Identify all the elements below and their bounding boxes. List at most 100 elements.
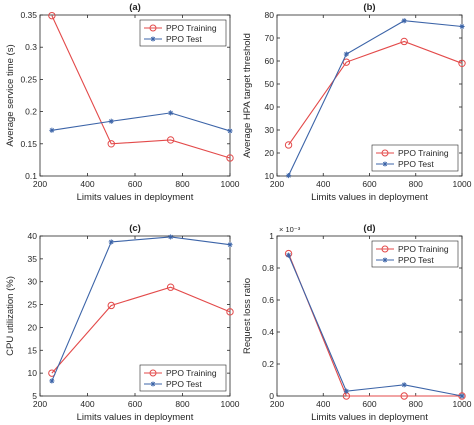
legend-box bbox=[371, 144, 459, 172]
y-tick-label: 0.8 bbox=[262, 263, 274, 273]
legend-entry-label: PPO Test bbox=[398, 159, 434, 169]
legend-entry-label: PPO Test bbox=[166, 379, 202, 389]
x-tick-label: 1000 bbox=[221, 179, 240, 189]
chart-title: (a) bbox=[129, 2, 141, 13]
y-tick-label: 0.25 bbox=[20, 74, 37, 84]
legend-marker-star bbox=[382, 161, 388, 167]
data-point-ppo-training bbox=[166, 283, 175, 291]
chart-title: (b) bbox=[363, 2, 375, 13]
data-point-ppo-test bbox=[49, 127, 55, 133]
legend-marker-star bbox=[150, 36, 156, 42]
legend-marker-star bbox=[150, 381, 156, 387]
data-point-ppo-training bbox=[284, 141, 293, 149]
data-point-ppo-test bbox=[459, 393, 465, 399]
chart-panel-1: 200 400 600 800 1000 0.1 0.15 0.2 0.25 0.3 0.35 (a)… bbox=[5, 2, 240, 203]
data-point-ppo-test bbox=[108, 239, 114, 245]
data-point-ppo-training bbox=[107, 140, 115, 148]
x-axis-label: Limits values in deployment bbox=[77, 192, 194, 203]
y-tick-label: 0.15 bbox=[20, 139, 37, 149]
series-line-ppo-test bbox=[288, 254, 463, 397]
x-tick-label: 800 bbox=[409, 179, 423, 189]
y-tick-label: 0 bbox=[269, 391, 274, 401]
y-tick-label: 50 bbox=[265, 79, 275, 89]
x-tick-label: 400 bbox=[316, 399, 330, 409]
data-point-ppo-test bbox=[401, 382, 407, 388]
legend-entry-label: PPO Training bbox=[166, 23, 217, 33]
legend-box bbox=[371, 240, 459, 268]
x-tick-label: 400 bbox=[316, 179, 330, 189]
legend-entry-label: PPO Test bbox=[398, 255, 434, 265]
legend-box bbox=[139, 19, 227, 47]
y-tick-label: 0.4 bbox=[262, 327, 274, 337]
series-line-ppo-training bbox=[51, 15, 231, 159]
series-line-ppo-training bbox=[288, 253, 462, 397]
y-tick-label: 10 bbox=[28, 368, 38, 378]
y-axis-label: CPU utilization (%) bbox=[5, 276, 16, 356]
x-tick-label: 200 bbox=[270, 399, 284, 409]
x-tick-label: 800 bbox=[409, 399, 423, 409]
y-tick-label: 25 bbox=[28, 300, 38, 310]
data-point-ppo-test bbox=[343, 51, 349, 57]
x-tick-label: 200 bbox=[33, 179, 47, 189]
data-point-ppo-test bbox=[49, 378, 55, 384]
data-point-ppo-training bbox=[226, 308, 234, 316]
y-tick-label: 20 bbox=[265, 148, 275, 158]
data-point-ppo-test bbox=[401, 18, 407, 24]
y-tick-label: 60 bbox=[265, 56, 275, 66]
data-point-ppo-test bbox=[343, 388, 349, 394]
data-point-ppo-test bbox=[227, 128, 233, 134]
legend-entry-label: PPO Training bbox=[166, 368, 217, 378]
data-point-ppo-test bbox=[108, 118, 114, 124]
y-tick-label: 0.3 bbox=[25, 42, 37, 52]
y-tick-label: 70 bbox=[265, 33, 275, 43]
y-tick-label: 0.1 bbox=[25, 171, 37, 181]
data-point-ppo-training bbox=[458, 59, 466, 67]
y-axis-label: Request loss ratio bbox=[242, 278, 253, 354]
y-tick-label: 0.6 bbox=[262, 295, 274, 305]
legend-entry-label: PPO Test bbox=[166, 34, 202, 44]
y-axis-label: Average HPA target threshold bbox=[242, 33, 253, 158]
series-line-ppo-training bbox=[288, 40, 463, 146]
x-tick-label: 1000 bbox=[453, 179, 472, 189]
y-tick-label: 20 bbox=[28, 322, 38, 332]
data-point-ppo-training bbox=[400, 392, 408, 400]
y-tick-label: 0.2 bbox=[262, 359, 274, 369]
legend-marker-circle bbox=[149, 24, 157, 32]
data-point-ppo-training bbox=[48, 11, 56, 20]
x-axis-label: Limits values in deployment bbox=[311, 412, 428, 423]
x-tick-label: 600 bbox=[362, 399, 376, 409]
series-line-ppo-test bbox=[288, 20, 463, 176]
data-point-ppo-test bbox=[285, 252, 292, 258]
y-tick-label: 5 bbox=[32, 391, 37, 401]
x-tick-label: 1000 bbox=[453, 399, 472, 409]
chart-panel-2: 200 400 600 800 1000 10 20 30 40 50 60 70 80 (b) Limit… bbox=[242, 2, 472, 203]
x-tick-label: 600 bbox=[362, 179, 376, 189]
data-point-ppo-training bbox=[342, 58, 351, 66]
data-point-ppo-test bbox=[285, 172, 292, 179]
y-tick-label: 40 bbox=[28, 231, 38, 241]
legend-entry-label: PPO Training bbox=[398, 244, 449, 254]
data-point-ppo-training bbox=[458, 392, 466, 400]
chart-panel-3: 200 400 600 800 1000 5 10 15 20 25 30 35 40 (c) Limits… bbox=[5, 223, 240, 423]
y-exponent-label: × 10⁻³ bbox=[279, 225, 301, 234]
legend-box bbox=[139, 364, 227, 392]
x-tick-label: 200 bbox=[270, 179, 284, 189]
series-line-ppo-training bbox=[51, 286, 231, 374]
x-tick-label: 800 bbox=[175, 399, 189, 409]
y-tick-label: 30 bbox=[28, 277, 38, 287]
y-tick-label: 0.35 bbox=[20, 10, 37, 20]
legend-marker-circle bbox=[381, 149, 389, 157]
data-point-ppo-training bbox=[166, 136, 175, 144]
y-tick-label: 40 bbox=[265, 102, 275, 112]
y-tick-label: 30 bbox=[265, 125, 275, 135]
series-line-ppo-test bbox=[51, 236, 231, 382]
data-point-ppo-training bbox=[226, 154, 234, 162]
y-tick-label: 15 bbox=[28, 345, 38, 355]
x-tick-label: 400 bbox=[80, 399, 94, 409]
data-point-ppo-test bbox=[459, 23, 465, 30]
y-tick-label: 0.2 bbox=[25, 107, 37, 117]
x-axis-label: Limits values in deployment bbox=[311, 192, 428, 203]
x-tick-label: 800 bbox=[175, 179, 189, 189]
data-point-ppo-test bbox=[227, 242, 233, 248]
